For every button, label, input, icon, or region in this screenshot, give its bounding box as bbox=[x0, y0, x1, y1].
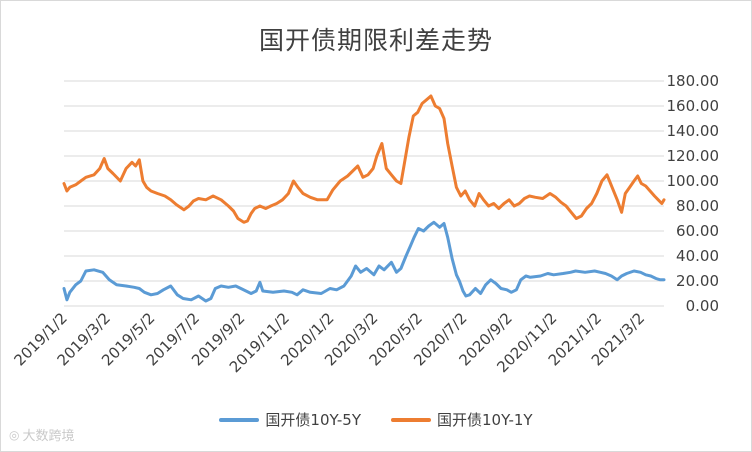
watermark-icon: ◎ bbox=[9, 427, 20, 442]
legend-label-10y-5y: 国开债10Y-5Y bbox=[265, 411, 361, 429]
y-tick-label: 80.00 bbox=[676, 197, 719, 215]
legend-label-10y-1y: 国开债10Y-1Y bbox=[437, 411, 533, 429]
y-tick-label: 180.00 bbox=[667, 72, 720, 90]
legend-swatch-10y-1y bbox=[391, 417, 431, 422]
series-line-10y-1y bbox=[62, 94, 666, 224]
watermark-text: 大数跨境 bbox=[22, 429, 75, 444]
y-tick-label: 60.00 bbox=[676, 222, 719, 240]
watermark: ◎ 大数跨境 bbox=[9, 425, 75, 445]
y-axis: 0.00 20.00 40.00 60.00 80.00 100.00 120.00 140.… bbox=[667, 72, 720, 315]
x-axis: 2019/1/22019/3/22019/5/22019/7/22019/9/2… bbox=[10, 309, 648, 376]
legend-item-10y-1y: 国开债10Y-1Y bbox=[391, 409, 533, 430]
series-line-10y-5y bbox=[62, 220, 666, 303]
gridlines bbox=[64, 80, 664, 307]
y-tick-label: 120.00 bbox=[667, 147, 720, 165]
line-chart: 0.00 20.00 40.00 60.00 80.00 100.00 120.00 140.… bbox=[10, 72, 720, 376]
y-tick-label: 100.00 bbox=[667, 172, 720, 190]
legend: 国开债10Y-5Y 国开债10Y-1Y bbox=[1, 409, 751, 430]
legend-item-10y-5y: 国开债10Y-5Y bbox=[219, 409, 361, 430]
y-tick-label: 40.00 bbox=[676, 247, 719, 265]
legend-swatch-10y-5y bbox=[219, 417, 260, 422]
y-tick-label: 0.00 bbox=[686, 297, 719, 315]
series-lines bbox=[62, 94, 666, 303]
chart-title: 国开债期限利差走势 bbox=[258, 26, 493, 55]
y-tick-label: 20.00 bbox=[676, 272, 719, 290]
y-tick-label: 140.00 bbox=[667, 122, 720, 140]
y-tick-label: 160.00 bbox=[667, 97, 720, 115]
